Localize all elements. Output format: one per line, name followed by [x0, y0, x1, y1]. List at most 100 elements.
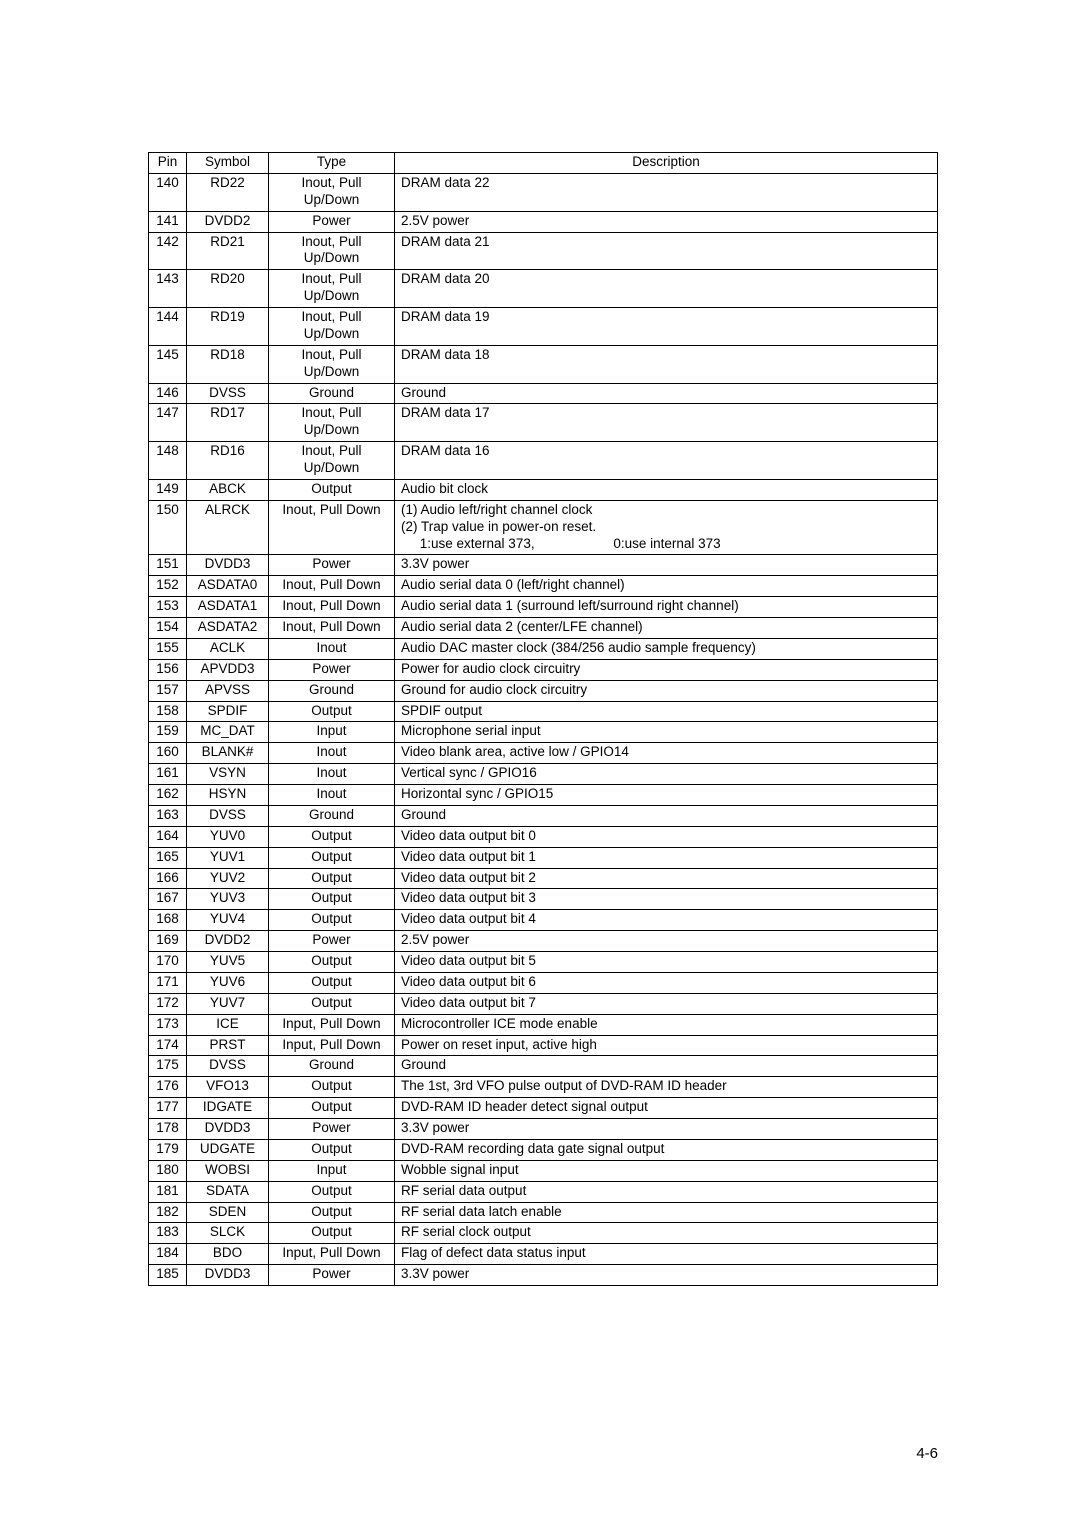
table-cell: 143	[149, 270, 187, 308]
table-row: 182SDENOutputRF serial data latch enable	[149, 1202, 938, 1223]
table-row: 140RD22Inout, Pull Up/DownDRAM data 22	[149, 173, 938, 211]
table-cell: 178	[149, 1119, 187, 1140]
table-cell: 171	[149, 972, 187, 993]
table-cell: 148	[149, 442, 187, 480]
table-row: 141DVDD2Power2.5V power	[149, 211, 938, 232]
table-cell: Audio serial data 0 (left/right channel)	[395, 576, 938, 597]
table-cell: RD17	[187, 404, 269, 442]
table-cell: 177	[149, 1098, 187, 1119]
table-cell: YUV1	[187, 847, 269, 868]
table-row: 185DVDD3Power3.3V power	[149, 1265, 938, 1286]
table-cell: Video data output bit 0	[395, 826, 938, 847]
table-cell: Inout, Pull Down	[269, 618, 395, 639]
table-row: 179UDGATEOutputDVD-RAM recording data ga…	[149, 1139, 938, 1160]
table-cell: DRAM data 17	[395, 404, 938, 442]
table-cell: Video blank area, active low / GPIO14	[395, 743, 938, 764]
table-cell: Input, Pull Down	[269, 1014, 395, 1035]
table-cell: Inout	[269, 764, 395, 785]
table-cell: 142	[149, 232, 187, 270]
table-cell: 185	[149, 1265, 187, 1286]
table-cell: 167	[149, 889, 187, 910]
table-row: 183SLCKOutputRF serial clock output	[149, 1223, 938, 1244]
table-cell: Output	[269, 1098, 395, 1119]
table-row: 162HSYNInoutHorizontal sync / GPIO15	[149, 785, 938, 806]
table-cell: VFO13	[187, 1077, 269, 1098]
table-cell: 160	[149, 743, 187, 764]
table-cell: Output	[269, 1077, 395, 1098]
table-row: 150ALRCKInout, Pull Down(1) Audio left/r…	[149, 500, 938, 555]
table-cell: 179	[149, 1139, 187, 1160]
table-cell: 173	[149, 1014, 187, 1035]
table-cell: Power	[269, 1119, 395, 1140]
table-row: 148RD16Inout, Pull Up/DownDRAM data 16	[149, 442, 938, 480]
table-row: 143RD20Inout, Pull Up/DownDRAM data 20	[149, 270, 938, 308]
table-cell: BLANK#	[187, 743, 269, 764]
table-cell: VSYN	[187, 764, 269, 785]
table-cell: 165	[149, 847, 187, 868]
table-cell: DRAM data 22	[395, 173, 938, 211]
table-cell: 163	[149, 805, 187, 826]
table-cell: SLCK	[187, 1223, 269, 1244]
table-cell: Video data output bit 4	[395, 910, 938, 931]
table-row: 172YUV7OutputVideo data output bit 7	[149, 993, 938, 1014]
table-cell: 166	[149, 868, 187, 889]
table-cell: WOBSI	[187, 1160, 269, 1181]
table-row: 159MC_DATInputMicrophone serial input	[149, 722, 938, 743]
col-header-type: Type	[269, 153, 395, 174]
table-row: 167YUV3OutputVideo data output bit 3	[149, 889, 938, 910]
table-cell: APVSS	[187, 680, 269, 701]
table-cell: 145	[149, 345, 187, 383]
table-cell: MC_DAT	[187, 722, 269, 743]
table-row: 178DVDD3Power3.3V power	[149, 1119, 938, 1140]
table-cell: Output	[269, 910, 395, 931]
table-cell: 149	[149, 479, 187, 500]
table-cell: 159	[149, 722, 187, 743]
table-header-row: Pin Symbol Type Description	[149, 153, 938, 174]
table-cell: Audio bit clock	[395, 479, 938, 500]
table-row: 149ABCKOutputAudio bit clock	[149, 479, 938, 500]
page: Pin Symbol Type Description 140RD22Inout…	[0, 0, 1080, 1528]
table-cell: Power	[269, 211, 395, 232]
table-cell: DRAM data 18	[395, 345, 938, 383]
table-cell: Inout, Pull Up/Down	[269, 345, 395, 383]
table-cell: Output	[269, 868, 395, 889]
table-cell: DVD-RAM recording data gate signal outpu…	[395, 1139, 938, 1160]
table-cell: DRAM data 16	[395, 442, 938, 480]
table-row: 181SDATAOutputRF serial data output	[149, 1181, 938, 1202]
table-cell: DVD-RAM ID header detect signal output	[395, 1098, 938, 1119]
col-header-description: Description	[395, 153, 938, 174]
table-cell: Power on reset input, active high	[395, 1035, 938, 1056]
table-cell: 155	[149, 638, 187, 659]
table-cell: RD22	[187, 173, 269, 211]
table-cell: Output	[269, 826, 395, 847]
table-cell: Ground	[395, 805, 938, 826]
table-cell: Video data output bit 2	[395, 868, 938, 889]
table-cell: 153	[149, 597, 187, 618]
table-cell: Video data output bit 7	[395, 993, 938, 1014]
table-cell: ALRCK	[187, 500, 269, 555]
table-cell: Video data output bit 3	[395, 889, 938, 910]
table-cell: Microphone serial input	[395, 722, 938, 743]
table-cell: YUV2	[187, 868, 269, 889]
table-cell: 164	[149, 826, 187, 847]
table-row: 176VFO13OutputThe 1st, 3rd VFO pulse out…	[149, 1077, 938, 1098]
table-cell: 182	[149, 1202, 187, 1223]
table-cell: The 1st, 3rd VFO pulse output of DVD-RAM…	[395, 1077, 938, 1098]
table-cell: SDATA	[187, 1181, 269, 1202]
table-cell: DRAM data 20	[395, 270, 938, 308]
table-cell: 146	[149, 383, 187, 404]
table-head: Pin Symbol Type Description	[149, 153, 938, 174]
table-cell: Output	[269, 952, 395, 973]
table-cell: Flag of defect data status input	[395, 1244, 938, 1265]
table-row: 146DVSSGroundGround	[149, 383, 938, 404]
table-cell: 180	[149, 1160, 187, 1181]
table-row: 145RD18Inout, Pull Up/DownDRAM data 18	[149, 345, 938, 383]
table-cell: Wobble signal input	[395, 1160, 938, 1181]
table-cell: RD16	[187, 442, 269, 480]
table-cell: 141	[149, 211, 187, 232]
table-cell: Output	[269, 1181, 395, 1202]
table-cell: PRST	[187, 1035, 269, 1056]
table-cell: Power for audio clock circuitry	[395, 659, 938, 680]
table-cell: Output	[269, 701, 395, 722]
table-row: 173ICEInput, Pull DownMicrocontroller IC…	[149, 1014, 938, 1035]
